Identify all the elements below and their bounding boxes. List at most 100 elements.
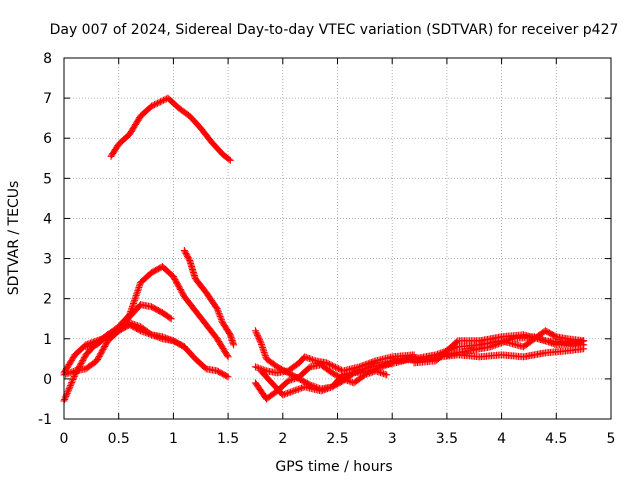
data-point <box>282 390 290 398</box>
data-point <box>253 363 261 371</box>
data-point <box>580 337 588 345</box>
data-point <box>380 370 388 378</box>
x-tick-label: 0.5 <box>108 431 130 447</box>
data-point <box>218 317 226 325</box>
data-point <box>499 338 507 346</box>
data-point <box>65 386 73 394</box>
data-point <box>216 311 224 319</box>
data-point <box>251 363 259 371</box>
data-point <box>372 367 380 375</box>
data-point <box>133 322 141 330</box>
data-point <box>252 328 260 336</box>
series-arc-d <box>82 319 232 381</box>
data-point <box>344 377 352 385</box>
x-tick-label: 4 <box>497 431 506 447</box>
y-tick-labels: -1 0 1 2 3 4 5 6 7 8 <box>38 51 52 428</box>
data-point <box>505 336 513 344</box>
data-point <box>491 341 499 349</box>
data-point <box>65 385 73 393</box>
data-point <box>363 364 371 372</box>
data-point <box>453 338 461 346</box>
data-point <box>359 372 367 380</box>
data-point <box>342 376 350 384</box>
data-point <box>159 96 167 104</box>
data-point <box>253 330 261 338</box>
data-point <box>329 362 337 370</box>
data-point <box>70 374 78 382</box>
data-point <box>216 312 224 320</box>
data-point <box>280 390 288 398</box>
x-tick-label: 3 <box>388 431 397 447</box>
data-point <box>532 333 540 341</box>
data-point <box>543 337 551 345</box>
y-tick-label: 3 <box>43 252 52 268</box>
data-point <box>357 366 365 374</box>
data-point <box>146 330 154 338</box>
data-point <box>288 387 296 395</box>
data-point <box>501 338 509 346</box>
data-point <box>366 369 374 377</box>
data-point <box>544 338 552 346</box>
data-point <box>151 101 159 109</box>
data-point <box>307 355 315 363</box>
data-point <box>214 308 222 316</box>
data-point <box>336 365 344 373</box>
data-point <box>127 319 135 327</box>
y-tick-label: 1 <box>43 332 52 348</box>
data-point <box>292 374 300 382</box>
data-point <box>152 100 160 108</box>
data-point <box>70 372 78 380</box>
data-point <box>538 336 546 344</box>
data-point <box>132 321 140 329</box>
plot-frame <box>63 57 612 420</box>
data-point <box>369 368 377 376</box>
data-point <box>355 367 363 375</box>
data-point <box>302 353 310 361</box>
data-point <box>332 363 340 371</box>
data-point <box>294 385 302 393</box>
data-point <box>325 384 333 392</box>
data-point <box>66 383 74 391</box>
data-point <box>504 336 512 344</box>
data-point <box>158 97 166 105</box>
data-point <box>65 369 73 377</box>
y-tick-label: -1 <box>38 412 52 428</box>
series-arc-i <box>257 359 396 399</box>
x-tick-label: 2.5 <box>326 431 348 447</box>
data-point <box>135 322 143 330</box>
data-point <box>214 306 222 314</box>
y-tick-label: 4 <box>43 211 52 227</box>
y-axis-label: SDTVAR / TECUs <box>6 181 22 296</box>
series-arc-m <box>443 333 588 359</box>
data-point <box>381 370 389 378</box>
data-point <box>153 99 161 107</box>
data-point <box>287 388 295 396</box>
data-point <box>345 377 353 385</box>
data-point <box>490 342 498 350</box>
data-point <box>285 389 293 397</box>
data-point <box>373 367 381 375</box>
data-point <box>157 334 165 342</box>
x-tick-label: 4.5 <box>545 431 567 447</box>
data-point <box>149 331 157 339</box>
data-point <box>580 345 588 353</box>
data-point <box>63 389 71 397</box>
data-point <box>254 331 262 339</box>
data-point <box>149 101 157 109</box>
data-point <box>156 98 164 106</box>
data-point <box>64 388 72 396</box>
data-point <box>488 342 496 350</box>
x-tick-label: 2 <box>278 431 287 447</box>
data-point <box>324 360 332 368</box>
data-point <box>217 316 225 324</box>
x-tick-label: 0 <box>60 431 69 447</box>
data-point <box>330 362 338 370</box>
data-point <box>256 336 264 344</box>
data-point <box>301 353 309 361</box>
data-point <box>327 361 335 369</box>
data-point <box>498 339 506 347</box>
data-point <box>167 315 175 323</box>
y-tick-label: 7 <box>43 91 52 107</box>
data-point <box>365 363 373 371</box>
